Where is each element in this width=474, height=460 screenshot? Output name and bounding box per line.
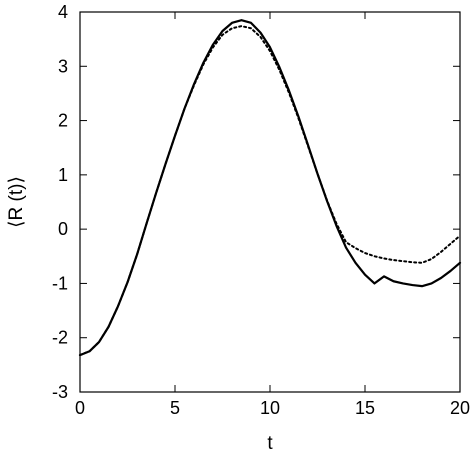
x-axis-label: t xyxy=(267,433,273,454)
axis-ticks: 0 5 10 15 20 -3 -2 -1 0 1 2 3 4 xyxy=(52,2,470,418)
y-tick-label: -1 xyxy=(52,273,68,293)
x-tick-label: 20 xyxy=(450,398,470,418)
series-line-dotted xyxy=(79,25,461,357)
x-tick-label: 0 xyxy=(75,398,85,418)
y-tick-label: 1 xyxy=(58,165,68,185)
y-tick-label: 4 xyxy=(58,2,68,22)
series-line-solid xyxy=(78,19,462,357)
y-tick-label: 3 xyxy=(58,56,68,76)
x-tick-label: 5 xyxy=(170,398,180,418)
y-tick-label: -2 xyxy=(52,328,68,348)
series-group xyxy=(78,19,462,357)
x-tick-label: 10 xyxy=(260,398,280,418)
plot-frame xyxy=(79,11,461,393)
y-tick-label: -3 xyxy=(52,382,68,402)
y-tick-label: 2 xyxy=(58,111,68,131)
y-axis-label: ⟨R (t)⟩ xyxy=(6,176,27,228)
x-tick-label: 15 xyxy=(355,398,375,418)
y-tick-label: 0 xyxy=(58,219,68,239)
